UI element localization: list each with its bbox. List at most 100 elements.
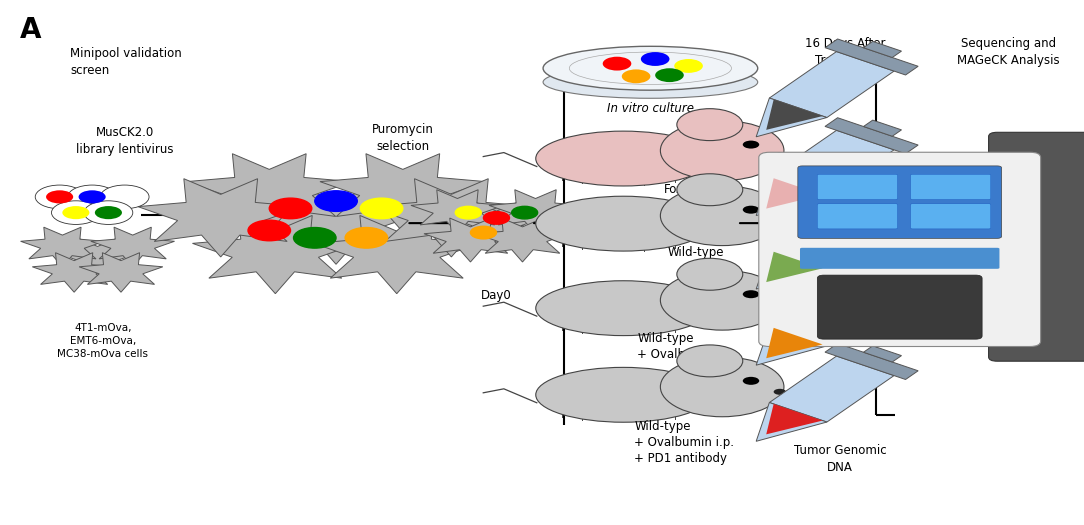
Polygon shape — [766, 178, 823, 208]
Polygon shape — [770, 280, 894, 346]
FancyBboxPatch shape — [817, 174, 898, 200]
FancyBboxPatch shape — [989, 132, 1084, 361]
Polygon shape — [91, 227, 175, 267]
Polygon shape — [864, 346, 902, 362]
Circle shape — [455, 206, 481, 219]
Polygon shape — [766, 404, 823, 434]
FancyBboxPatch shape — [798, 166, 1002, 238]
Circle shape — [676, 174, 743, 206]
Ellipse shape — [535, 196, 711, 251]
Polygon shape — [193, 215, 358, 293]
Polygon shape — [450, 202, 543, 246]
Polygon shape — [55, 238, 140, 278]
Polygon shape — [757, 98, 827, 137]
Text: Foxn1: Foxn1 — [663, 183, 698, 196]
Polygon shape — [770, 51, 894, 118]
Circle shape — [35, 185, 85, 208]
Circle shape — [63, 206, 89, 219]
Polygon shape — [825, 343, 918, 380]
Text: 4T1-mOva,
EMT6-mOva,
MC38-mOva cells: 4T1-mOva, EMT6-mOva, MC38-mOva cells — [57, 323, 149, 359]
Polygon shape — [766, 251, 823, 282]
Circle shape — [774, 218, 786, 224]
FancyBboxPatch shape — [911, 174, 991, 200]
Polygon shape — [825, 39, 918, 75]
Circle shape — [67, 185, 117, 208]
Polygon shape — [864, 120, 902, 136]
Polygon shape — [864, 41, 902, 58]
Circle shape — [345, 227, 388, 248]
Circle shape — [95, 206, 121, 219]
Polygon shape — [864, 270, 902, 286]
Circle shape — [660, 121, 784, 181]
Polygon shape — [757, 250, 827, 289]
Circle shape — [743, 377, 759, 385]
Text: Minipool validation
screen: Minipool validation screen — [70, 47, 182, 77]
Polygon shape — [489, 190, 582, 234]
Circle shape — [655, 68, 684, 82]
Polygon shape — [825, 118, 918, 154]
Polygon shape — [424, 218, 517, 262]
Polygon shape — [33, 253, 116, 292]
Polygon shape — [770, 204, 894, 270]
Ellipse shape — [543, 46, 758, 90]
Polygon shape — [757, 177, 827, 216]
Polygon shape — [138, 178, 304, 257]
Text: In vitro culture: In vitro culture — [607, 102, 694, 116]
Circle shape — [743, 206, 759, 214]
Polygon shape — [369, 178, 534, 257]
Polygon shape — [320, 154, 486, 232]
Circle shape — [660, 186, 784, 246]
Polygon shape — [186, 154, 352, 232]
Polygon shape — [411, 190, 504, 234]
Text: Tumor Genomic
DNA: Tumor Genomic DNA — [793, 444, 887, 474]
FancyBboxPatch shape — [911, 204, 991, 229]
Polygon shape — [766, 99, 823, 130]
Polygon shape — [864, 194, 902, 210]
Ellipse shape — [535, 281, 711, 335]
Polygon shape — [770, 130, 894, 196]
Polygon shape — [79, 253, 163, 292]
Circle shape — [512, 206, 538, 219]
FancyBboxPatch shape — [759, 152, 1041, 346]
Ellipse shape — [543, 66, 758, 98]
Circle shape — [52, 201, 101, 225]
Circle shape — [774, 389, 786, 395]
Polygon shape — [825, 191, 918, 227]
Text: MusCK2.0
library lentivirus: MusCK2.0 library lentivirus — [76, 126, 173, 156]
Text: Puromycin
selection: Puromycin selection — [372, 123, 435, 153]
Polygon shape — [21, 227, 104, 267]
Text: Wild-type: Wild-type — [668, 246, 724, 259]
Circle shape — [676, 345, 743, 377]
Polygon shape — [757, 327, 827, 365]
Polygon shape — [825, 267, 918, 303]
Polygon shape — [314, 215, 479, 293]
Circle shape — [269, 198, 312, 219]
Circle shape — [100, 185, 150, 208]
Circle shape — [676, 109, 743, 141]
Circle shape — [660, 357, 784, 417]
Text: 16 Days After
Transplant: 16 Days After Transplant — [805, 37, 886, 67]
Circle shape — [85, 201, 133, 225]
Polygon shape — [476, 218, 569, 262]
Text: Day0: Day0 — [481, 289, 512, 302]
Circle shape — [46, 191, 74, 203]
Text: nu/nu: nu/nu — [702, 181, 726, 190]
Circle shape — [248, 220, 291, 241]
Text: Sequencing and
MAGeCK Analysis: Sequencing and MAGeCK Analysis — [957, 37, 1059, 67]
Circle shape — [603, 57, 631, 70]
Circle shape — [660, 270, 784, 330]
Circle shape — [294, 227, 336, 248]
Polygon shape — [766, 328, 823, 358]
Circle shape — [674, 59, 702, 73]
Ellipse shape — [535, 368, 711, 422]
FancyBboxPatch shape — [817, 275, 982, 339]
Circle shape — [774, 153, 786, 159]
FancyBboxPatch shape — [817, 204, 898, 229]
Circle shape — [641, 52, 670, 66]
Circle shape — [483, 212, 509, 224]
Circle shape — [470, 226, 496, 239]
Circle shape — [360, 198, 403, 219]
Circle shape — [622, 69, 650, 83]
Circle shape — [314, 191, 358, 212]
Text: Wild-type
+ Ovalbumin i.p.: Wild-type + Ovalbumin i.p. — [637, 332, 737, 361]
